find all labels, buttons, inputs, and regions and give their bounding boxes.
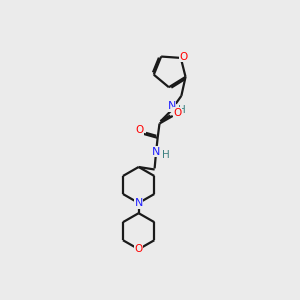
Text: O: O — [134, 244, 143, 254]
Text: N: N — [167, 101, 176, 111]
Text: O: O — [135, 125, 143, 136]
Text: O: O — [179, 52, 188, 62]
Text: N: N — [134, 198, 143, 208]
Text: N: N — [152, 147, 160, 157]
Text: O: O — [173, 108, 181, 118]
Text: H: H — [162, 150, 170, 160]
Text: H: H — [178, 105, 186, 115]
